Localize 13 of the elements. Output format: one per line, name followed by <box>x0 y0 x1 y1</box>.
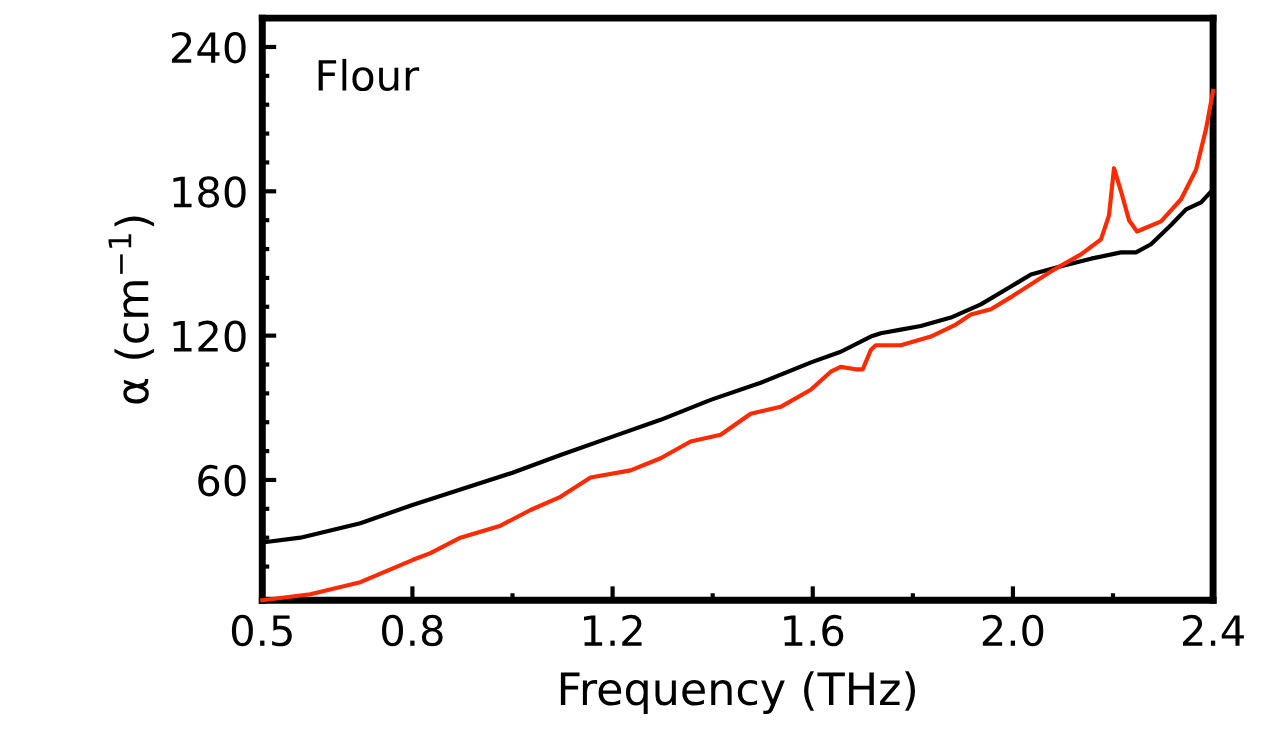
x-axis-title: Frequency (THz) <box>560 671 916 715</box>
y-tick-label: 180 <box>173 176 246 208</box>
y-tick-label: 60 <box>198 464 246 497</box>
y-tick-label: 120 <box>173 320 246 353</box>
x-tick-label: 0.8 <box>382 614 443 647</box>
y-tick-label: 240 <box>171 31 246 64</box>
x-tick-label: 1.6 <box>784 614 844 647</box>
x-tick-label: 2.0 <box>982 614 1044 647</box>
x-tick-label: 2.4 <box>1183 614 1244 646</box>
y-axis-title: α (cm$^{−1}$) <box>108 216 155 404</box>
x-tick-label: 1.2 <box>584 614 642 646</box>
annotation: Flour <box>318 58 420 92</box>
x-tick-label: 0.5 <box>231 614 292 647</box>
